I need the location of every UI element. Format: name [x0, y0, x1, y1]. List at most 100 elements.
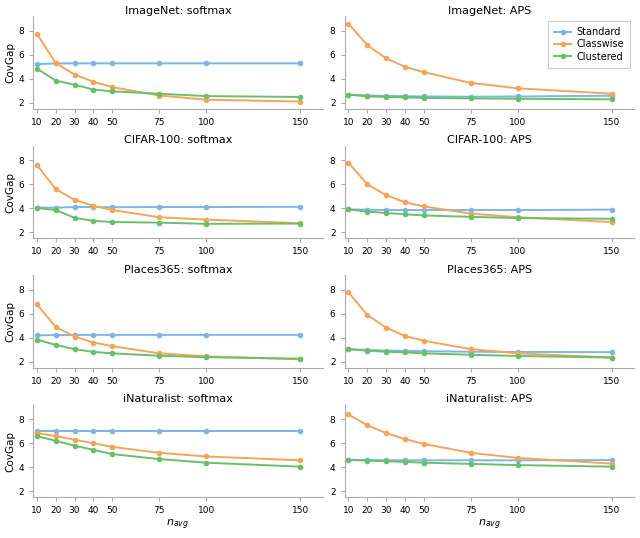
Line: Classwise: Classwise	[35, 302, 303, 362]
Classwise	[514, 350, 522, 357]
Clustered	[296, 463, 304, 470]
Standard	[608, 457, 616, 463]
Standard	[108, 331, 116, 338]
Clustered	[344, 91, 352, 98]
Clustered	[514, 353, 522, 359]
Standard	[156, 427, 163, 434]
Standard	[52, 427, 60, 434]
Clustered	[70, 215, 78, 221]
Standard	[401, 207, 409, 213]
Classwise	[608, 355, 616, 361]
Standard	[514, 457, 522, 464]
Classwise	[514, 214, 522, 221]
Standard	[202, 60, 210, 67]
Clustered	[156, 456, 163, 462]
Standard	[420, 348, 428, 355]
Y-axis label: CovGap: CovGap	[6, 42, 15, 83]
Standard	[90, 331, 97, 338]
Clustered	[467, 351, 475, 358]
Classwise	[344, 159, 352, 166]
Standard	[52, 332, 60, 338]
Clustered	[33, 205, 41, 211]
Standard	[420, 93, 428, 100]
Classwise	[296, 457, 304, 464]
Classwise	[296, 220, 304, 226]
Y-axis label: CovGap: CovGap	[6, 430, 15, 471]
Clustered	[90, 217, 97, 224]
Standard	[467, 94, 475, 100]
Classwise	[364, 42, 371, 48]
Title: CIFAR-100: APS: CIFAR-100: APS	[447, 135, 532, 145]
Classwise	[467, 210, 475, 217]
Clustered	[420, 350, 428, 357]
Standard	[364, 93, 371, 99]
Line: Clustered: Clustered	[346, 207, 614, 221]
Clustered	[296, 356, 304, 362]
Classwise	[467, 346, 475, 352]
Line: Standard: Standard	[346, 93, 614, 99]
Standard	[70, 60, 78, 67]
Standard	[33, 427, 41, 434]
Standard	[467, 207, 475, 213]
Clustered	[344, 206, 352, 213]
Clustered	[401, 349, 409, 356]
Standard	[382, 207, 390, 213]
Standard	[33, 332, 41, 338]
Line: Classwise: Classwise	[346, 160, 614, 224]
Classwise	[608, 90, 616, 97]
Clustered	[364, 93, 371, 100]
Title: CIFAR-100: softmax: CIFAR-100: softmax	[124, 135, 232, 145]
Classwise	[33, 162, 41, 168]
Clustered	[52, 207, 60, 213]
Classwise	[401, 332, 409, 339]
Classwise	[108, 207, 116, 213]
Standard	[514, 349, 522, 355]
Classwise	[33, 31, 41, 37]
Clustered	[70, 81, 78, 88]
Clustered	[514, 462, 522, 468]
Line: Clustered: Clustered	[35, 337, 303, 361]
Standard	[108, 427, 116, 434]
Clustered	[52, 77, 60, 84]
Classwise	[90, 203, 97, 209]
Classwise	[202, 96, 210, 103]
Standard	[296, 203, 304, 210]
Standard	[608, 93, 616, 99]
Legend: Standard, Classwise, Clustered: Standard, Classwise, Clustered	[548, 21, 630, 68]
Standard	[401, 93, 409, 100]
Clustered	[202, 221, 210, 227]
Clustered	[52, 342, 60, 348]
Classwise	[401, 63, 409, 70]
Line: Standard: Standard	[35, 333, 303, 337]
Standard	[420, 207, 428, 213]
Clustered	[202, 459, 210, 466]
Clustered	[108, 219, 116, 225]
Line: Clustered: Clustered	[35, 206, 303, 226]
Standard	[33, 61, 41, 67]
Clustered	[382, 458, 390, 464]
Clustered	[467, 95, 475, 102]
Classwise	[108, 343, 116, 349]
Clustered	[467, 461, 475, 467]
Clustered	[202, 93, 210, 100]
Classwise	[344, 289, 352, 295]
Clustered	[420, 212, 428, 218]
Classwise	[344, 411, 352, 417]
Classwise	[344, 20, 352, 27]
Line: Standard: Standard	[346, 347, 614, 354]
Classwise	[156, 450, 163, 456]
Line: Classwise: Classwise	[346, 22, 614, 96]
Classwise	[382, 430, 390, 436]
Clustered	[90, 447, 97, 453]
Standard	[296, 427, 304, 434]
X-axis label: $n_{avg}$: $n_{avg}$	[166, 518, 189, 533]
Classwise	[156, 350, 163, 357]
Classwise	[296, 356, 304, 363]
Standard	[420, 457, 428, 464]
Clustered	[108, 451, 116, 457]
Classwise	[70, 72, 78, 78]
Clustered	[514, 215, 522, 221]
Classwise	[420, 337, 428, 344]
Standard	[401, 457, 409, 464]
Line: Classwise: Classwise	[346, 290, 614, 359]
